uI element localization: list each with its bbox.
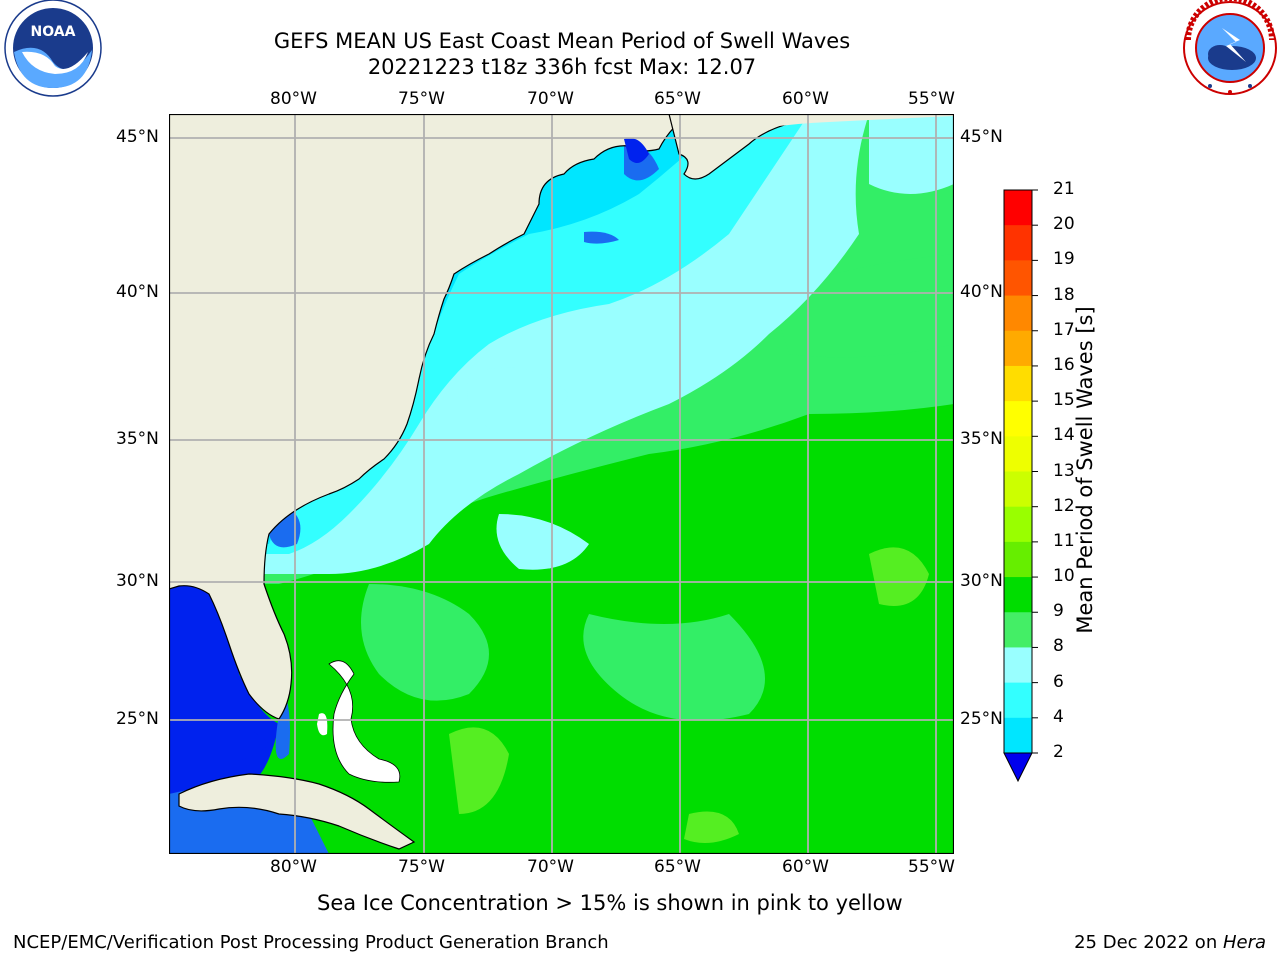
lat-label-left: 45°N [116,127,159,147]
map-panel [169,114,954,854]
chart-subtitle: 20221223 t18z 336h fcst Max: 12.07 [367,55,757,79]
lat-label-right: 35°N [960,429,1003,449]
bahamas-mask [328,660,401,783]
colorbar-tick-label: 12 [1053,495,1075,516]
colorbar-tick-label: 15 [1053,390,1075,411]
colorbar-tick-label: 13 [1053,460,1075,481]
colorbar-tick-label: 21 [1053,179,1075,199]
lat-label-right: 25°N [960,709,1003,729]
colorbar-segment [1004,436,1032,472]
lon-label-top: 70°W [527,89,574,109]
colorbar-label: Mean Period of Swell Waves [s] [1073,306,1097,634]
lat-label-left: 40°N [116,282,159,302]
nws-logo [1180,0,1280,100]
colorbar-tick-label: 19 [1053,249,1075,270]
swell-11s-patch [869,547,929,606]
colorbar-extend-arrow [1003,752,1033,783]
colorbar-tick-label: 20 [1053,214,1075,235]
colorbar-tick-label: 14 [1053,425,1075,446]
colorbar-tick-label: 10 [1053,566,1075,587]
lat-label-right: 40°N [960,282,1003,302]
lon-label-bottom: 65°W [654,857,701,877]
lon-label-top: 55°W [908,89,955,109]
graticule [169,114,954,854]
colorbar-tick-label: 6 [1053,671,1064,692]
lon-label-bottom: 80°W [270,857,317,877]
footer-date-text: 25 Dec 2022 on [1074,932,1223,953]
colorbar-segment [1004,647,1032,684]
colorbar-segment [1004,541,1032,578]
colorbar-segment [1004,401,1032,437]
sea-ice-note: Sea Ice Concentration > 15% is shown in … [317,891,903,915]
lon-label-top: 80°W [270,89,317,109]
colorbar-tick-label: 18 [1053,284,1075,305]
colorbar-tick-label: 9 [1053,601,1064,622]
bahamas-mask [317,713,328,736]
colorbar [1000,186,1040,786]
swell-9s-region [583,614,765,721]
colorbar-tick-label: 4 [1053,706,1064,727]
swell-9s-region [361,584,489,701]
colorbar-segment [1004,682,1032,719]
map-frame [169,114,954,854]
lat-label-left: 35°N [116,429,159,449]
swell-11s-patch [684,811,739,843]
lon-label-bottom: 70°W [527,857,574,877]
land-north-america [169,114,690,720]
land-nova-scotia [668,114,810,180]
colorbar-segment [1004,577,1032,613]
colorbar-segment [1004,612,1032,648]
bay-of-fundy-swell [624,138,649,163]
footer-host: Hera [1222,932,1266,953]
lat-label-right: 30°N [960,571,1003,591]
lon-label-top: 75°W [398,89,445,109]
colorbar-segment [1004,295,1032,332]
footer-date: 25 Dec 2022 on Hera [1074,932,1266,953]
swell-2s-patch [584,231,619,244]
lat-label-right: 45°N [960,127,1003,147]
colorbar-tick-label: 11 [1053,530,1075,551]
swell-6s-region [496,514,589,570]
colorbar-segment [1004,717,1032,754]
lon-label-top: 60°W [782,89,829,109]
colorbar-tick-label: 16 [1053,354,1075,375]
swell-8s-region [869,114,954,194]
colorbar-segment [1004,225,1032,261]
colorbar-segment [1004,260,1032,297]
colorbar-tick-label: 2 [1053,742,1064,762]
lat-label-left: 25°N [116,709,159,729]
colorbar-segment [1004,506,1032,543]
colorbar-segment [1004,190,1032,226]
land-cuba [178,773,416,850]
noaa-logo-text: NOAA [31,24,76,40]
colorbar-segment [1004,365,1032,402]
lon-label-top: 65°W [654,89,701,109]
colorbar-tick-label: 8 [1053,636,1064,657]
colorbar-segment [1004,471,1032,508]
land-maritimes [689,114,954,134]
gulf-swell-2s [199,721,269,764]
colorbar-tick-label: 17 [1053,319,1075,340]
lon-label-bottom: 55°W [908,857,955,877]
noaa-logo: NOAA [0,0,106,100]
lon-label-bottom: 60°W [782,857,829,877]
lat-label-left: 30°N [116,571,159,591]
swell-6s-region [467,367,569,434]
swell-11s-patch [449,727,509,814]
footer-branch: NCEP/EMC/Verification Post Processing Pr… [13,932,609,953]
colorbar-segment [1004,330,1032,367]
lon-label-bottom: 75°W [398,857,445,877]
chart-title: GEFS MEAN US East Coast Mean Period of S… [273,29,851,53]
